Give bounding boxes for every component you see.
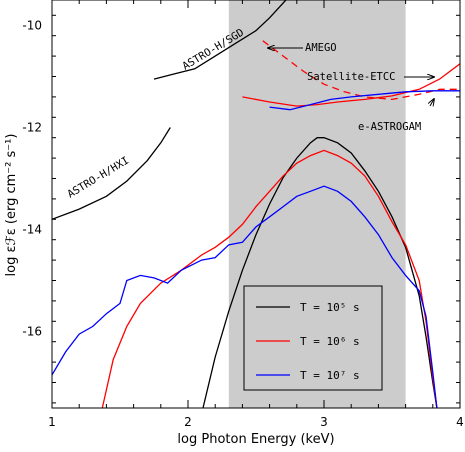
series-line-e-astrogam	[269, 90, 460, 111]
x-tick-label: 2	[184, 415, 192, 429]
series-line-astro-h-sgd	[153, 0, 287, 80]
legend-label-3: T = 10⁷ s	[300, 369, 360, 382]
y-tick-label: -12	[22, 121, 42, 135]
x-axis-title: log Photon Energy (keV)	[177, 432, 334, 447]
y-tick-label: -16	[22, 325, 42, 339]
legend-label-1: T = 10⁵ s	[300, 301, 360, 314]
y-axis-title: log εℱε (erg cm⁻² s⁻¹)	[4, 134, 19, 277]
x-tick-label: 3	[320, 415, 328, 429]
legend-box	[243, 285, 383, 391]
annotation-amego: AMEGO	[305, 42, 337, 54]
legend-label-2: T = 10⁶ s	[300, 335, 360, 348]
series-line-satellite-etcc	[242, 63, 460, 107]
plot-frame	[51, 0, 461, 409]
annotation-arrow-e-astrogam	[430, 99, 434, 106]
series-line-t-10-s	[52, 185, 438, 408]
x-tick-label: 1	[48, 415, 56, 429]
annotation-satellite-etcc: Satellite-ETCC	[307, 71, 396, 83]
x-tick-label: 4	[456, 415, 464, 429]
series-line-t-10-s	[202, 137, 438, 408]
y-tick-label: -10	[22, 19, 42, 33]
series-line-astro-h-hxi	[52, 127, 171, 220]
y-tick-label: -14	[22, 223, 42, 237]
series-line-amego	[262, 40, 460, 101]
annotation-e-astrogam: e-ASTROGAM	[358, 121, 421, 133]
series-line-t-10-s	[101, 149, 438, 408]
